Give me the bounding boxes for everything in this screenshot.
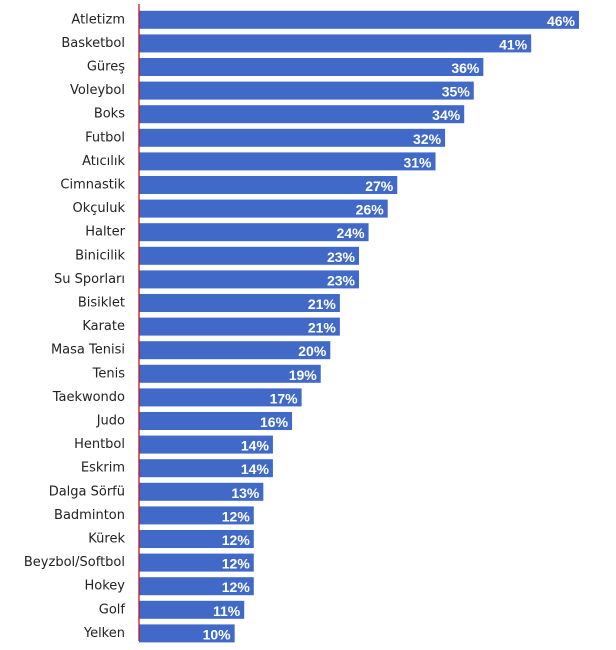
category-label-kurek: Kürek (88, 532, 125, 547)
category-label-atletizm: Atletizm (71, 12, 125, 27)
category-label-halter: Halter (85, 225, 125, 240)
value-label-kurek: 12% (222, 532, 251, 548)
bar-golf (139, 600, 245, 619)
bar-bisiklet (139, 294, 340, 312)
category-label-boks: Boks (94, 107, 125, 122)
category-label-futbol: Futbol (85, 130, 125, 145)
value-label-masa-tenisi: 20% (298, 343, 327, 359)
bar-aticilik (139, 152, 436, 171)
value-label-taekwondo: 17% (270, 390, 299, 406)
category-label-okculuk: Okçuluk (72, 201, 125, 216)
bar-binicilik (139, 246, 359, 265)
category-label-taekwondo: Taekwondo (52, 390, 125, 405)
value-label-bisiklet: 21% (308, 296, 337, 312)
value-label-okculuk: 26% (356, 202, 385, 218)
bar-masa-tenisi (139, 341, 331, 360)
bar-hentbol (139, 435, 273, 454)
category-label-binicilik: Binicilik (75, 248, 125, 263)
bar-yelken (139, 624, 235, 643)
category-label-voleybol: Voleybol (70, 83, 125, 98)
category-label-judo: Judo (96, 414, 125, 429)
bar-dalga-sorfu (139, 482, 264, 501)
category-label-yelken: Yelken (83, 626, 125, 641)
category-label-hokey: Hokey (85, 579, 126, 594)
bar-atletizm (139, 10, 579, 29)
bar-karate (139, 317, 340, 336)
category-label-karate: Karate (82, 319, 125, 334)
value-label-judo: 16% (260, 414, 289, 430)
category-label-dalga-sorfu: Dalga Sörfü (49, 484, 125, 499)
value-label-binicilik: 23% (327, 249, 356, 265)
category-label-masa-tenisi: Masa Tenisi (51, 343, 125, 358)
value-label-golf: 11% (213, 603, 241, 619)
value-label-atletizm: 46% (547, 13, 576, 29)
value-label-halter: 24% (337, 225, 366, 241)
bar-taekwondo (139, 388, 302, 407)
bar-boks (139, 105, 465, 124)
bar-kurek (139, 530, 254, 548)
value-label-voleybol: 35% (442, 84, 471, 100)
bar-badminton (139, 506, 254, 525)
value-label-karate: 21% (308, 320, 337, 336)
category-label-hentbol: Hentbol (74, 437, 125, 452)
bar-judo (139, 412, 293, 430)
category-label-cimnastik: Cimnastik (60, 178, 125, 193)
bar-eskrim (139, 459, 273, 478)
value-label-beyzbol-softbol: 12% (222, 556, 251, 572)
value-label-boks: 34% (432, 107, 461, 123)
value-label-futbol: 32% (413, 131, 442, 147)
value-label-eskrim: 14% (241, 461, 270, 477)
bar-halter (139, 223, 369, 242)
value-label-gures: 36% (451, 60, 480, 76)
bar-futbol (139, 128, 446, 147)
value-label-su-sporlari: 23% (327, 272, 356, 288)
value-label-hentbol: 14% (241, 438, 270, 454)
bar-hokey (139, 577, 254, 596)
bar-basketbol (139, 34, 532, 53)
category-label-bisiklet: Bisiklet (78, 296, 125, 311)
category-label-basketbol: Basketbol (61, 36, 125, 51)
value-label-yelken: 10% (203, 626, 232, 642)
category-label-beyzbol-softbol: Beyzbol/Softbol (24, 555, 125, 570)
value-label-tenis: 19% (289, 367, 318, 383)
value-label-aticilik: 31% (403, 154, 432, 170)
category-label-su-sporlari: Su Sporları (54, 272, 125, 287)
category-label-badminton: Badminton (54, 508, 125, 523)
category-label-eskrim: Eskrim (81, 461, 125, 476)
value-label-badminton: 12% (222, 508, 251, 524)
value-label-dalga-sorfu: 13% (231, 485, 260, 501)
value-label-basketbol: 41% (499, 36, 528, 52)
value-label-cimnastik: 27% (365, 178, 394, 194)
category-label-golf: Golf (99, 602, 126, 617)
category-label-tenis: Tenis (92, 366, 126, 381)
category-label-gures: Güreş (87, 60, 125, 75)
bar-okculuk (139, 199, 388, 218)
bar-beyzbol-softbol (139, 553, 254, 572)
bar-gures (139, 58, 484, 76)
bar-su-sporlari (139, 270, 359, 289)
bar-cimnastik (139, 176, 398, 194)
bar-voleybol (139, 81, 474, 100)
category-label-aticilik: Atıcılık (82, 154, 125, 169)
bar-tenis (139, 364, 321, 383)
value-label-hokey: 12% (222, 579, 251, 595)
